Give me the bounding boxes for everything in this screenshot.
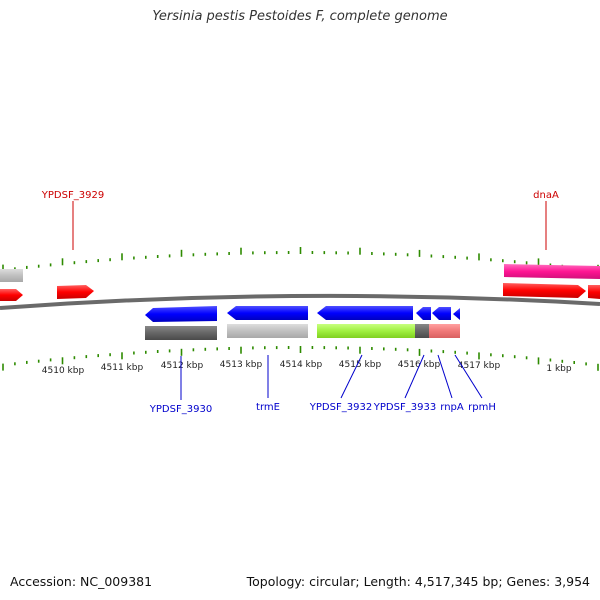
gene-block-dnaa-pink	[504, 264, 600, 279]
gene-arrow-right-red	[588, 285, 600, 299]
tick-label: 4515 kbp	[339, 360, 382, 370]
tick-label: 4511 kbp	[101, 363, 144, 373]
gene-arrow-ypdsf-3933	[416, 307, 431, 320]
reverse-gene-labels: YPDSF_3930 trmE YPDSF_3932 YPDSF_3933 rn…	[149, 354, 496, 415]
forward-strand-features	[0, 264, 600, 301]
gene-arrow-dnaa	[503, 283, 586, 298]
leader-line	[404, 354, 425, 399]
map-title: Yersinia pestis Pestoides F, complete ge…	[152, 9, 448, 24]
cog-block-ypdsf-3930	[145, 326, 217, 340]
tick-label: 1 kbp	[546, 364, 572, 374]
gene-block-left-grey	[0, 269, 23, 282]
genome-summary-text: Topology: circular; Length: 4,517,345 bp…	[246, 574, 590, 589]
tick-label: 4512 kbp	[161, 361, 204, 371]
accession-text: Accession: NC_009381	[10, 574, 153, 589]
gene-label-ypdsf-3930: YPDSF_3930	[149, 404, 212, 415]
cog-block-rnpa-rpmh	[429, 324, 460, 338]
outer-tick-marks	[2, 247, 599, 272]
tick-label: 4517 kbp	[458, 361, 501, 371]
cog-block-ypdsf-3933	[415, 324, 429, 338]
forward-gene-labels: YPDSF_3929 dnaA	[41, 190, 559, 250]
cog-block-trme	[227, 324, 308, 338]
gene-label-rpmh: rpmH	[468, 402, 496, 413]
gene-label-ypdsf-3929: YPDSF_3929	[41, 190, 104, 201]
gene-label-rnpa: rnpA	[440, 402, 464, 413]
scale-labels: 4510 kbp 4511 kbp 4512 kbp 4513 kbp 4514…	[42, 360, 572, 376]
tick-label: 4514 kbp	[280, 360, 323, 370]
tick-label: 4510 kbp	[42, 366, 85, 376]
leader-line	[454, 354, 483, 399]
gene-arrow-ypdsf-3930	[145, 306, 217, 322]
gene-arrow-rnpa	[432, 307, 451, 320]
gene-label-ypdsf-3933: YPDSF_3933	[373, 402, 436, 413]
cog-block-ypdsf-3932	[317, 324, 415, 338]
gene-arrow-left-red	[0, 289, 23, 301]
reverse-strand-features	[145, 306, 460, 340]
inner-tick-marks	[2, 346, 599, 371]
gene-arrow-ypdsf-3932	[317, 306, 413, 320]
gene-label-ypdsf-3932: YPDSF_3932	[309, 402, 372, 413]
tick-label: 4513 kbp	[220, 360, 263, 370]
gene-arrow-rpmh	[453, 308, 460, 320]
genome-backbone	[0, 293, 600, 310]
leader-line	[437, 354, 453, 399]
gene-label-trme: trmE	[256, 402, 280, 413]
leader-line	[340, 354, 363, 399]
gene-arrow-ypdsf-3929	[57, 285, 94, 299]
gene-label-dnaa: dnaA	[533, 190, 559, 201]
gene-arrow-trme	[227, 306, 308, 320]
